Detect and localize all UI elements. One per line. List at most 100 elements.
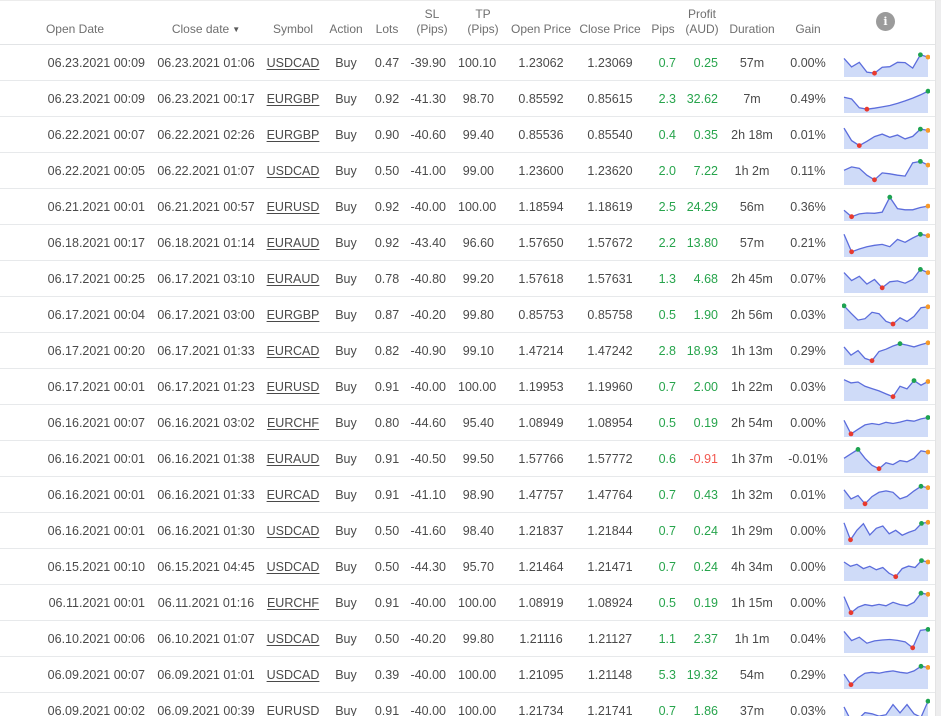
cell-close-price: 1.23069: [574, 44, 646, 81]
cell-open-price: 0.85592: [508, 80, 574, 117]
cell-profit: 19.32: [680, 656, 724, 693]
trade-sparkline: [843, 88, 930, 113]
cell-value: 24.29: [686, 199, 718, 214]
info-icon[interactable]: i: [876, 12, 895, 31]
cell-symbol: EURUSD: [262, 692, 324, 716]
cell-tp: 98.90: [458, 476, 508, 513]
col-header-label: Close Price: [579, 22, 641, 36]
symbol-link[interactable]: EURGBP: [266, 307, 320, 322]
cell-value: 2h 56m: [731, 307, 773, 322]
symbol-link[interactable]: USDCAD: [266, 163, 320, 178]
cell-pips: 2.0: [646, 152, 680, 189]
cell-value: -40.60: [410, 127, 446, 142]
symbol-link[interactable]: USDCAD: [266, 55, 320, 70]
cell-value: 0.85753: [518, 307, 564, 322]
symbol-link[interactable]: EURCHF: [266, 595, 320, 610]
cell-close-date: 06.16.2021 03:02: [150, 404, 262, 441]
symbol-link[interactable]: USDCAD: [266, 631, 320, 646]
cell-value: 1.21844: [587, 523, 633, 538]
col-header-tp[interactable]: TP (Pips): [458, 1, 508, 45]
cell-sl: -40.80: [406, 260, 458, 297]
symbol-link[interactable]: USDCAD: [266, 559, 320, 574]
symbol-link[interactable]: EURUSD: [266, 703, 320, 716]
symbol-link[interactable]: EURAUD: [266, 451, 320, 466]
cell-action: Buy: [324, 584, 368, 621]
cell-open-price: 1.47757: [508, 476, 574, 513]
sparkline-container: [841, 299, 930, 329]
col-header-label: Gain: [795, 22, 821, 36]
col-header-open_price[interactable]: Open Price: [508, 1, 574, 45]
trade-sparkline: [843, 558, 930, 581]
symbol-link[interactable]: USDCAD: [266, 667, 320, 682]
col-header-gain[interactable]: Gain: [780, 1, 836, 45]
cell-close-date: 06.16.2021 01:38: [150, 440, 262, 477]
cell-close-price: 1.57672: [574, 224, 646, 261]
cell-sl: -40.00: [406, 368, 458, 405]
header-row: Open Date Close date ▼ Symbol Action Lots SL (…: [0, 1, 935, 45]
col-header-pips[interactable]: Pips: [646, 1, 680, 45]
cell-open-date: 06.22.2021 00:07: [0, 116, 150, 153]
col-header-open_date[interactable]: Open Date: [0, 1, 150, 45]
spark-dot-red: [848, 431, 853, 437]
sparkline-container: [842, 227, 930, 257]
cell-value: 5.3: [658, 667, 676, 682]
spark-dot-green: [917, 126, 923, 132]
col-header-action[interactable]: Action: [324, 1, 368, 45]
cell-sl: -40.20: [406, 296, 458, 333]
cell-value: 2.37: [693, 631, 718, 646]
symbol-link[interactable]: EURAUD: [266, 235, 320, 250]
col-header-lots[interactable]: Lots: [368, 1, 406, 45]
cell-close-date: 06.16.2021 01:33: [150, 476, 262, 513]
symbol-link[interactable]: EURCAD: [266, 487, 320, 502]
cell-value: 0.03%: [790, 379, 826, 394]
col-header-label: Open Price: [510, 22, 572, 36]
cell-value: 1.57618: [518, 271, 564, 286]
symbol-link[interactable]: EURCHF: [266, 415, 320, 430]
cell-value: 06.17.2021 01:33: [157, 343, 255, 358]
symbol-link[interactable]: EURUSD: [266, 199, 320, 214]
spark-dot-orange: [925, 485, 930, 491]
col-header-sl[interactable]: SL (Pips): [406, 1, 458, 45]
cell-pips: 0.5: [646, 584, 680, 621]
symbol-link[interactable]: EURGBP: [266, 91, 320, 106]
cell-value: 99.40: [462, 127, 494, 142]
sparkline-area: [843, 91, 928, 113]
symbol-link[interactable]: EURCAD: [266, 343, 320, 358]
cell-value: 1.23620: [587, 163, 633, 178]
col-header-close_date[interactable]: Close date ▼: [150, 1, 262, 45]
col-header-close_price[interactable]: Close Price: [574, 1, 646, 45]
col-header-symbol[interactable]: Symbol: [262, 1, 324, 45]
cell-value: 0.85536: [518, 127, 564, 142]
cell-sl: -41.00: [406, 152, 458, 189]
cell-value: -44.30: [410, 559, 446, 574]
cell-open-price: 1.21095: [508, 656, 574, 693]
col-header-duration[interactable]: Duration: [724, 1, 780, 45]
cell-close-date: 06.16.2021 01:30: [150, 512, 262, 549]
cell-value: 19.32: [686, 667, 718, 682]
cell-value: Buy: [335, 559, 357, 574]
cell-value: 7m: [743, 91, 761, 106]
cell-gain: -0.01%: [780, 440, 836, 477]
cell-close-price: 1.19960: [574, 368, 646, 405]
symbol-link[interactable]: EURUSD: [266, 379, 320, 394]
symbol-link[interactable]: USDCAD: [266, 523, 320, 538]
cell-close-date: 06.23.2021 01:06: [150, 44, 262, 81]
vertical-scrollbar[interactable]: [935, 1, 941, 716]
spark-dot-green: [918, 663, 923, 669]
cell-value: 98.40: [462, 523, 494, 538]
cell-lots: 0.50: [368, 152, 406, 189]
table-row: 06.17.2021 00:25 06.17.2021 03:10 EURAUD Bu…: [0, 260, 935, 297]
symbol-link[interactable]: EURAUD: [266, 271, 320, 286]
symbol-link[interactable]: EURGBP: [266, 127, 320, 142]
cell-value: 06.17.2021 00:25: [47, 271, 145, 286]
sparkline-area: [843, 128, 928, 149]
cell-gain: 0.36%: [780, 188, 836, 225]
col-header-profit[interactable]: Profit (AUD): [680, 1, 724, 45]
spark-dot-green: [918, 558, 924, 563]
cell-close-date: 06.11.2021 01:16: [150, 584, 262, 621]
cell-close-date: 06.17.2021 03:10: [150, 260, 262, 297]
cell-symbol: EURAUD: [262, 224, 324, 261]
cell-gain: 0.49%: [780, 80, 836, 117]
sparkline-area: [843, 342, 928, 365]
